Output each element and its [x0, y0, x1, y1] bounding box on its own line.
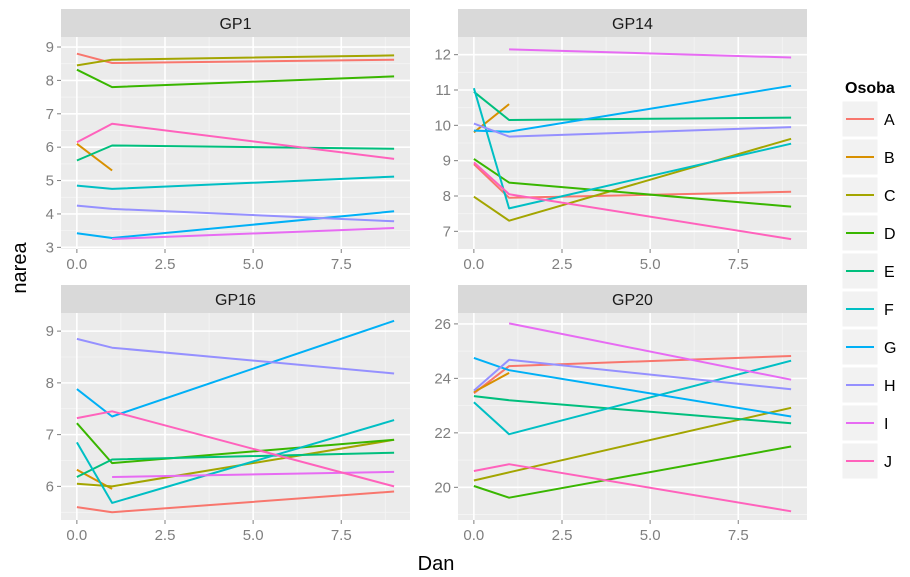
y-tick-label: 8: [46, 375, 54, 392]
y-tick-label: 6: [46, 478, 54, 495]
x-tick-label: 0.0: [66, 527, 87, 544]
y-tick-label: 5: [46, 173, 54, 190]
x-tick-label: 7.5: [728, 256, 749, 273]
legend-label-i: I: [884, 416, 888, 433]
legend-label-f: F: [884, 302, 894, 319]
x-tick-label: 0.0: [66, 256, 87, 273]
panel-gp14: GP14 0.0 2.5 5.0 7.5 7 8 9 10 11 12: [434, 9, 807, 273]
y-tick-label: 9: [46, 39, 54, 56]
legend-label-d: D: [884, 226, 896, 243]
panel-gp20: GP20 0.0 2.5 5.0 7.5 20 22 24 26: [434, 285, 807, 544]
y-tick-label: 11: [435, 82, 451, 99]
series-line-h: [76, 204, 395, 223]
legend-title: Osoba: [845, 80, 895, 97]
series-line-b: [76, 143, 113, 172]
series-line-i: [509, 48, 792, 59]
facet-strip-label: GP16: [215, 292, 256, 309]
x-tick-label: 5.0: [640, 256, 661, 273]
y-tick-label: 9: [46, 323, 54, 340]
series-line-j: [473, 463, 792, 513]
x-tick-label: 2.5: [155, 256, 176, 273]
x-tick-label: 2.5: [552, 256, 573, 273]
facet-strip-label: GP14: [612, 16, 653, 33]
series-line-b: [473, 103, 510, 134]
x-tick-label: 5.0: [243, 256, 264, 273]
x-tick-label: 7.5: [331, 527, 352, 544]
series-line-f: [473, 359, 792, 436]
y-tick-label: 24: [434, 370, 451, 387]
series-line-h: [473, 122, 792, 138]
facet-strip: [458, 9, 807, 37]
series-line-j: [76, 122, 395, 160]
series-line-c: [473, 406, 792, 482]
x-tick-label: 0.0: [463, 527, 484, 544]
y-tick-label: 10: [434, 117, 451, 134]
facet-strip-label: GP20: [612, 292, 653, 309]
x-tick-label: 7.5: [331, 256, 352, 273]
series-line-h: [76, 337, 395, 375]
x-tick-label: 0.0: [463, 256, 484, 273]
series-line-e: [76, 451, 395, 478]
series-line-a: [76, 490, 395, 514]
y-axis-title: narea: [9, 242, 31, 294]
series-line-c: [76, 54, 395, 67]
series-line-f: [76, 419, 395, 504]
y-tick-label: 3: [46, 239, 54, 256]
y-tick-label: 8: [443, 188, 451, 205]
x-tick-label: 2.5: [552, 527, 573, 544]
y-tick-label: 22: [434, 425, 451, 442]
legend-label-e: E: [884, 264, 895, 281]
series-line-i: [508, 322, 792, 381]
y-tick-label: 7: [443, 223, 451, 240]
series-line-f: [76, 175, 395, 190]
x-axis-title: Dan: [418, 553, 455, 575]
series-line-i: [112, 227, 395, 240]
x-tick-label: 2.5: [155, 527, 176, 544]
legend-label-j: J: [884, 454, 892, 471]
facet-strip: [61, 285, 410, 313]
x-tick-label: 5.0: [640, 527, 661, 544]
y-tick-label: 4: [46, 206, 54, 223]
series-line-g: [76, 319, 395, 418]
legend-label-b: B: [884, 150, 895, 167]
panel-gp16: GP16 0.0 2.5 5.0 7.5 6 7 8 9: [46, 285, 410, 544]
y-tick-label: 9: [443, 153, 451, 170]
series-line-d: [473, 158, 792, 208]
legend-label-h: H: [884, 378, 896, 395]
series-line-e: [473, 395, 792, 425]
y-tick-label: 8: [46, 72, 54, 89]
series-line-d: [473, 445, 792, 499]
facet-strip-label: GP1: [219, 16, 251, 33]
x-tick-label: 7.5: [728, 527, 749, 544]
x-tick-label: 5.0: [243, 527, 264, 544]
panel-gp1: GP1 0.0 2.5 5.0 7.5 3 4 5 6 7 8 9: [46, 9, 410, 273]
panel-background: [61, 37, 410, 249]
y-tick-label: 7: [46, 106, 54, 123]
y-tick-label: 7: [46, 427, 54, 444]
legend-label-a: A: [884, 112, 895, 129]
series-line-i: [112, 470, 395, 478]
y-tick-label: 20: [434, 479, 451, 496]
series-line-d: [76, 68, 395, 89]
series-line-j: [76, 410, 395, 488]
series-line-b: [473, 372, 510, 393]
series-line-a: [473, 355, 792, 395]
y-tick-label: 26: [434, 316, 451, 333]
legend: A B C D E F G H I J: [841, 100, 896, 480]
y-tick-label: 6: [46, 139, 54, 156]
legend-label-c: C: [884, 188, 896, 205]
legend-label-g: G: [884, 340, 896, 357]
series-line-a: [473, 163, 792, 199]
facet-strip: [458, 285, 807, 313]
series-line-g: [473, 84, 792, 133]
series-line-g: [473, 356, 792, 418]
series-line-h: [473, 358, 792, 392]
series-line-e: [473, 91, 792, 121]
y-tick-label: 12: [434, 47, 451, 64]
series-line-j: [473, 161, 792, 241]
facet-strip: [61, 9, 410, 37]
series-line-a: [76, 52, 395, 64]
